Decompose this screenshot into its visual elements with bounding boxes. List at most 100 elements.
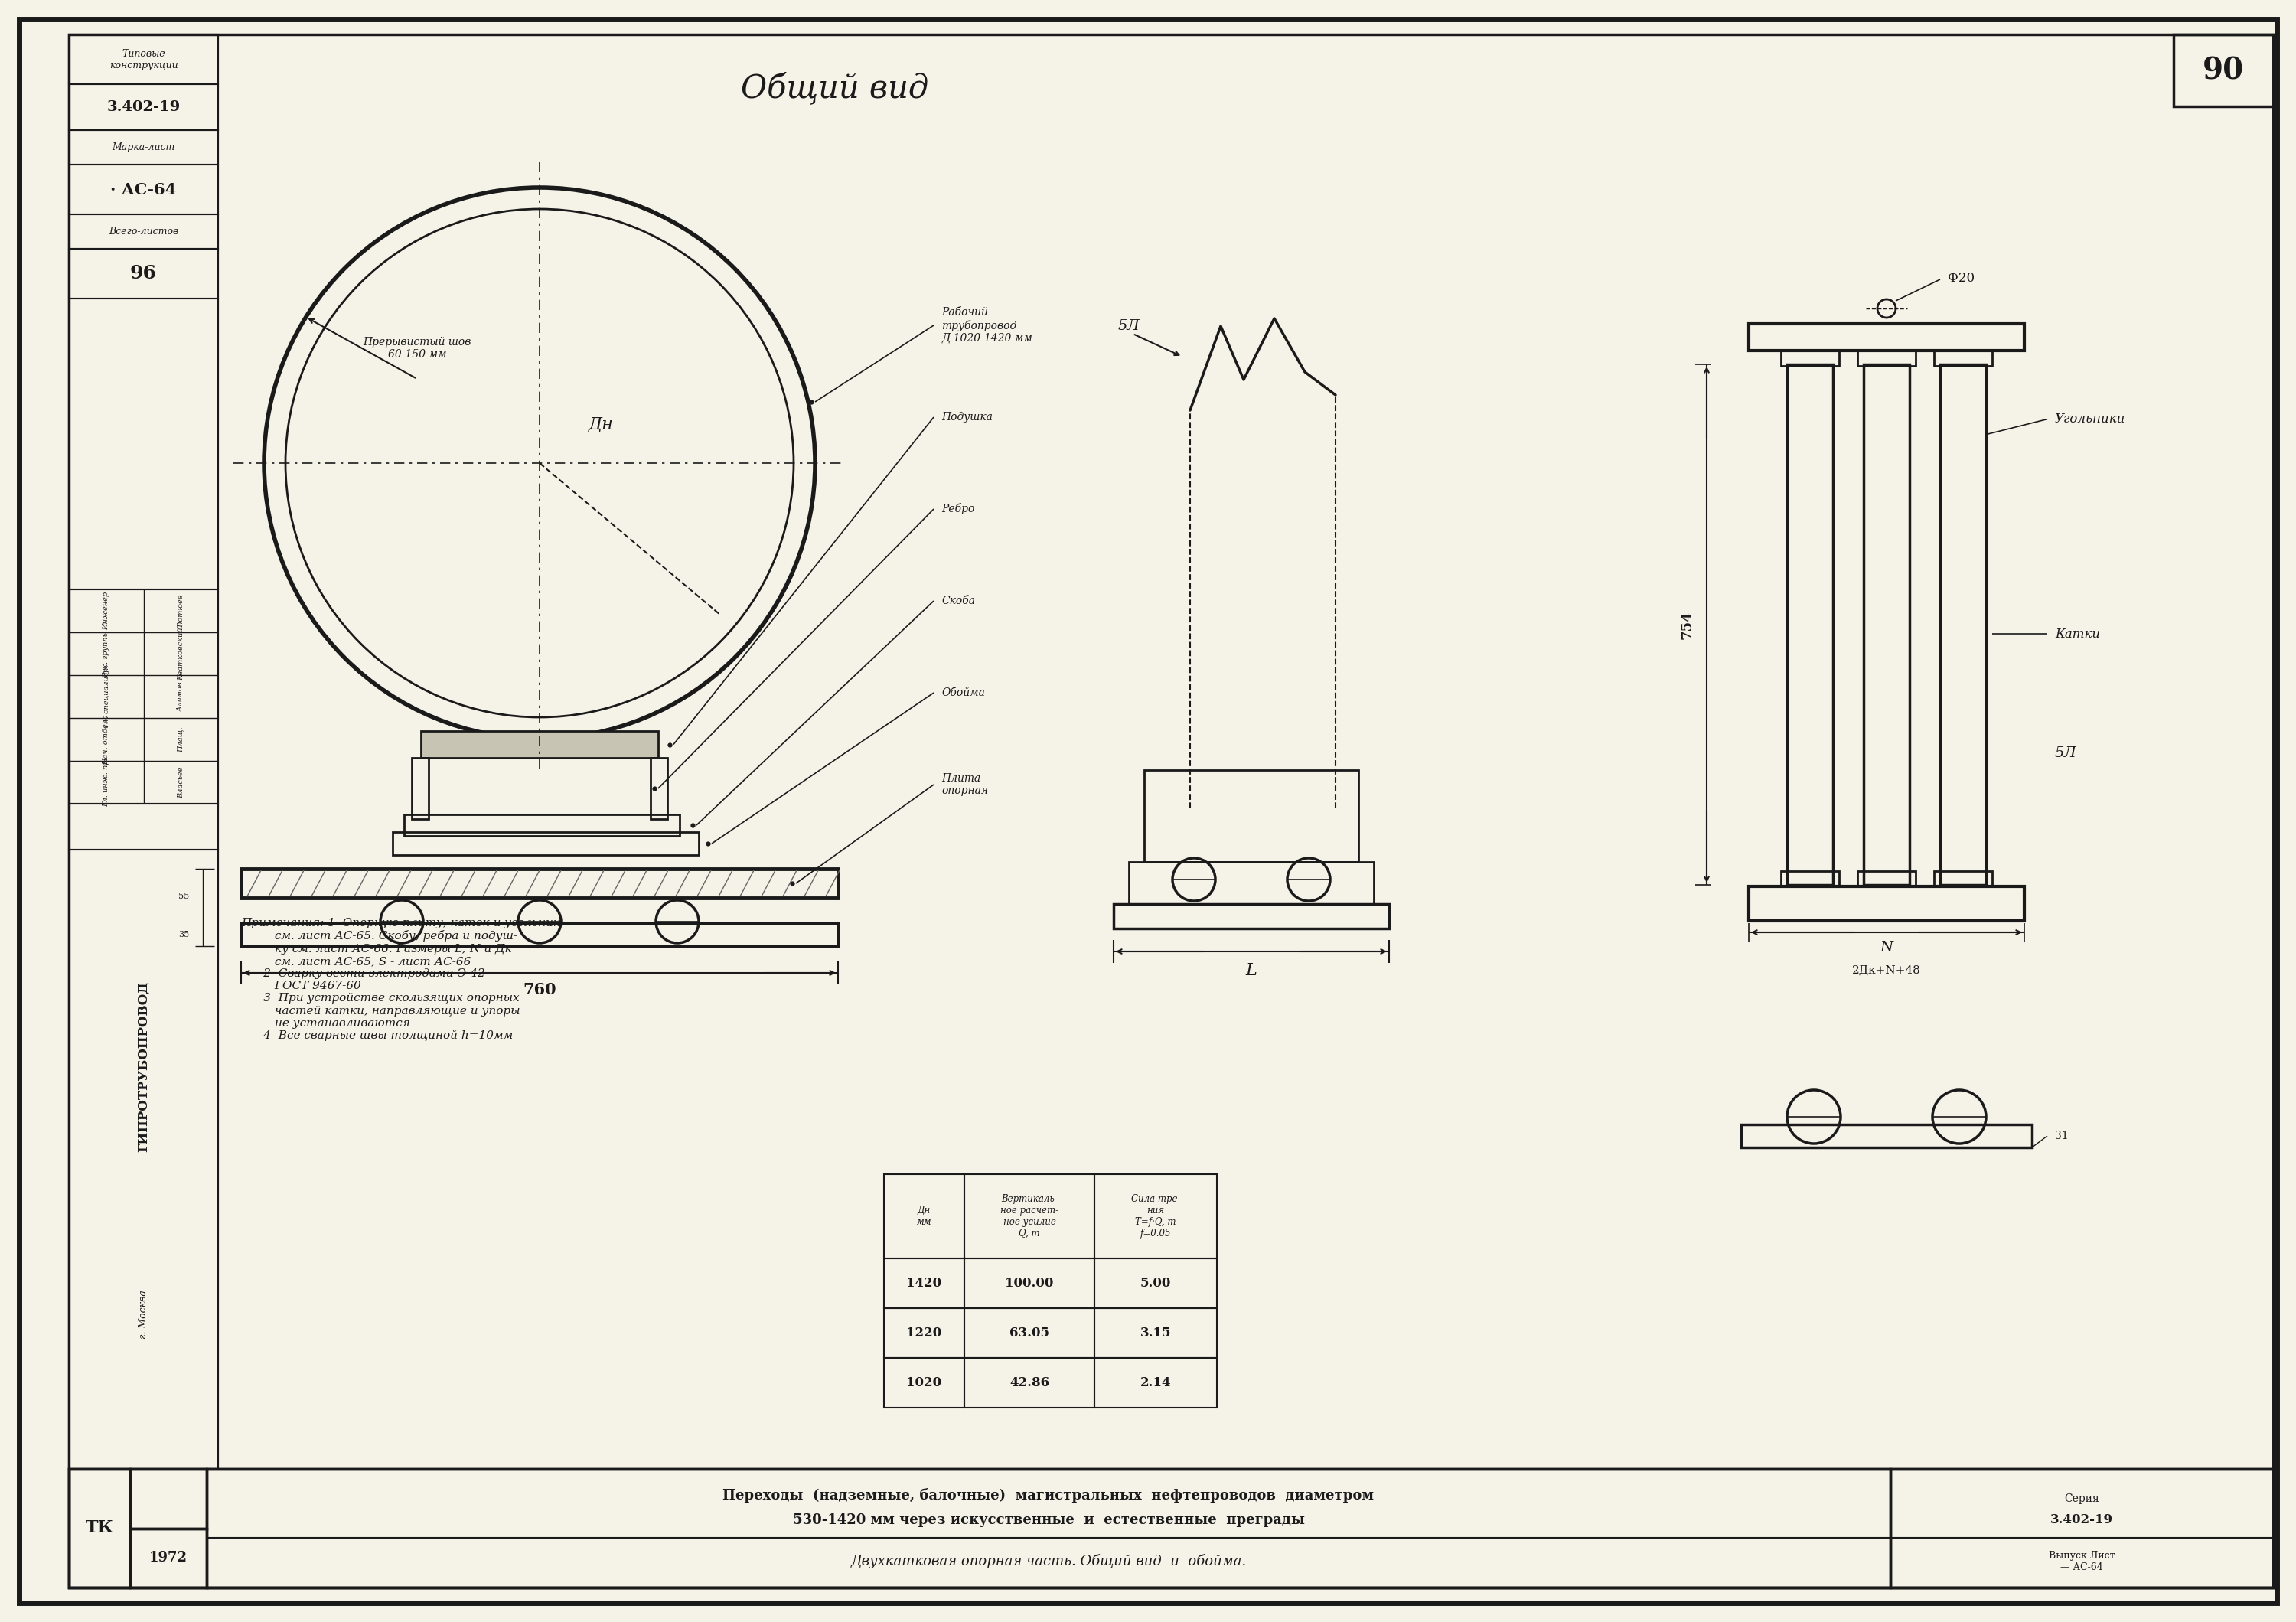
Bar (884, 1259, 964, 1309)
Text: 35: 35 (179, 931, 188, 939)
Text: Скоба: Скоба (941, 595, 976, 607)
Bar (1745, 365, 1750, 886)
Text: Плащ.: Плащ. (177, 727, 184, 753)
Bar (1750, 324, 2025, 350)
Bar (69, 1470, 131, 1588)
Bar (964, 1309, 1095, 1358)
Bar (411, 757, 429, 819)
Text: Типовые
конструкции: Типовые конструкции (110, 49, 177, 70)
Bar (241, 923, 838, 946)
Text: Угольники: Угольники (2055, 412, 2126, 425)
Text: 1220: 1220 (907, 1327, 941, 1340)
Bar (69, 34, 218, 84)
Bar (1095, 1259, 1217, 1309)
Text: 100.00: 100.00 (1006, 1277, 1054, 1289)
Bar (420, 732, 659, 757)
Text: Двухкатковая опорная часть. Общий вид  и  обойма.: Двухкатковая опорная часть. Общий вид и … (850, 1554, 1247, 1568)
Text: Власьев: Власьев (177, 767, 184, 798)
Text: 5Л: 5Л (1118, 320, 1139, 333)
Bar (69, 130, 218, 164)
Text: 5Л: 5Л (2055, 746, 2078, 761)
Text: 3.15: 3.15 (1141, 1327, 1171, 1340)
Bar (69, 805, 218, 850)
Bar (1143, 770, 1359, 861)
Bar (207, 1470, 1890, 1588)
Bar (1095, 1174, 1217, 1259)
Text: Сила тре-
ния
Т=f·Q, т
f=0.05: Сила тре- ния Т=f·Q, т f=0.05 (1132, 1194, 1180, 1239)
Text: Катки: Катки (2055, 628, 2101, 641)
Text: Тютюев: Тютюев (177, 594, 184, 628)
Bar (131, 1470, 207, 1528)
Bar (650, 757, 668, 819)
Bar (1890, 1470, 2273, 1588)
Text: Общий вид: Общий вид (742, 71, 928, 104)
Bar (69, 850, 218, 1470)
Text: Ф20: Ф20 (1947, 271, 1975, 284)
Bar (1114, 903, 1389, 928)
Bar (1782, 350, 1839, 367)
Text: Марка-лист: Марка-лист (113, 143, 174, 152)
Text: · АС-64: · АС-64 (110, 182, 177, 198)
Bar (69, 1470, 2273, 1588)
Text: Подушка: Подушка (941, 412, 992, 423)
Bar (1782, 871, 1839, 886)
Text: Инженер: Инженер (103, 592, 110, 629)
Text: 63.05: 63.05 (1010, 1327, 1049, 1340)
Bar (884, 1174, 964, 1259)
Bar (1786, 365, 1832, 886)
Text: Серия: Серия (2064, 1494, 2099, 1504)
Bar (1095, 1309, 1217, 1358)
Bar (69, 589, 218, 805)
Text: Вертикаль-
ное расчет-
ное усилие
Q, т: Вертикаль- ное расчет- ное усилие Q, т (1001, 1194, 1058, 1239)
Text: 90: 90 (2202, 55, 2243, 84)
Text: N: N (1880, 941, 1894, 954)
Text: 530-1420 мм через искусственные  и  естественные  преграды: 530-1420 мм через искусственные и естест… (792, 1513, 1304, 1526)
Bar (884, 1309, 964, 1358)
Bar (964, 1358, 1095, 1408)
Text: Нач. отдела: Нач. отдела (103, 714, 110, 764)
Text: Примечания: 1  Опорную плиту, каток и угольник
         см. лист АС-65. Скобу, р: Примечания: 1 Опорную плиту, каток и уго… (241, 918, 560, 1041)
Bar (1095, 1358, 1217, 1408)
Bar (2174, 34, 2273, 107)
Text: 55: 55 (179, 892, 188, 900)
Text: ГИПРОТРУБОПРОВОД: ГИПРОТРУБОПРОВОД (138, 981, 149, 1152)
Text: 1420: 1420 (907, 1277, 941, 1289)
Bar (1940, 365, 1986, 886)
Bar (964, 1174, 1095, 1259)
Bar (69, 214, 218, 248)
Bar (69, 84, 218, 130)
Bar (1857, 350, 1915, 367)
Bar (1933, 350, 1993, 367)
Bar (69, 164, 218, 214)
Bar (69, 34, 218, 1470)
Text: Рабочий
трубопровод
Д 1020-1420 мм: Рабочий трубопровод Д 1020-1420 мм (941, 307, 1033, 344)
Bar (131, 1528, 207, 1588)
Text: 42.86: 42.86 (1010, 1377, 1049, 1390)
Text: Выпуск Лист
— АС-64: Выпуск Лист — АС-64 (2048, 1551, 2115, 1572)
Text: 2.14: 2.14 (1141, 1377, 1171, 1390)
Bar (1933, 871, 1993, 886)
Bar (69, 298, 218, 589)
Text: 760: 760 (523, 981, 556, 998)
Bar (1864, 365, 1910, 886)
Text: 3.402-19: 3.402-19 (2050, 1513, 2112, 1526)
Text: 2Дк+N+48: 2Дк+N+48 (1853, 965, 1922, 976)
Text: г. Москва: г. Москва (138, 1289, 149, 1338)
Bar (1740, 1124, 2032, 1147)
Text: 5.00: 5.00 (1141, 1277, 1171, 1289)
Text: 31: 31 (2055, 1131, 2069, 1142)
Text: Всего-листов: Всего-листов (108, 227, 179, 237)
Bar (1130, 861, 1373, 903)
Text: Дн: Дн (588, 417, 613, 433)
Text: ТК: ТК (85, 1520, 113, 1536)
Bar (964, 1259, 1095, 1309)
Text: L: L (1247, 962, 1256, 980)
Text: 3.402-19: 3.402-19 (106, 101, 181, 114)
Bar (404, 814, 680, 835)
Bar (1857, 871, 1915, 886)
Bar (884, 1358, 964, 1408)
Text: Обойма: Обойма (941, 688, 985, 697)
Text: 96: 96 (131, 264, 156, 282)
Text: 1020: 1020 (907, 1377, 941, 1390)
Bar (69, 248, 218, 298)
